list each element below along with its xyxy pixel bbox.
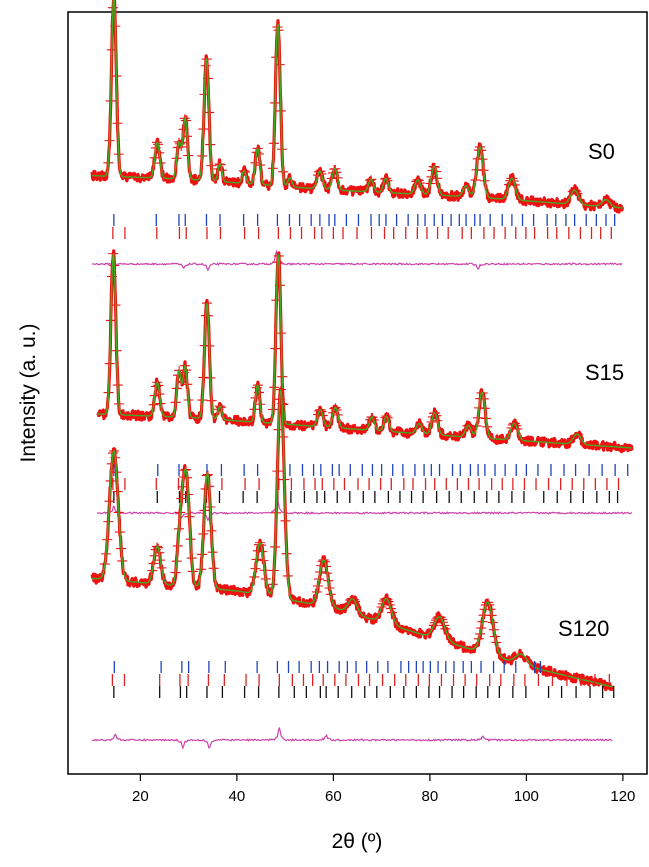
x-tick-label: 120 xyxy=(610,788,635,805)
difference-curve xyxy=(97,498,633,522)
observed-pattern xyxy=(95,249,634,454)
x-tick-label: 60 xyxy=(325,788,342,805)
observed-markers xyxy=(103,249,523,433)
difference-curve xyxy=(91,727,613,750)
x-tick-label: 20 xyxy=(132,788,149,805)
x-tick-label: 40 xyxy=(229,788,246,805)
difference-curve xyxy=(91,249,623,272)
x-axis-ticks: 20 40 60 80 100 120 xyxy=(132,774,635,805)
sample-label: S0 xyxy=(588,139,615,164)
sample-label: S120 xyxy=(558,616,609,641)
sample-panel-s15: S15 xyxy=(95,249,634,522)
sample-label: S15 xyxy=(585,360,624,385)
x-axis-label: 2θ (º) xyxy=(332,830,383,853)
bragg-reflections-phase-1 xyxy=(113,464,629,476)
bragg-reflections-phase-2 xyxy=(111,674,611,686)
observed-pattern xyxy=(90,0,625,214)
bragg-reflections-phase-1 xyxy=(113,661,542,673)
bragg-reflections-phase-3 xyxy=(113,686,615,698)
y-axis-label: Intensity (a. u.) xyxy=(17,324,40,463)
sample-panels: S0 S15 S120 xyxy=(90,0,634,750)
sample-panel-s120: S120 xyxy=(90,385,615,750)
plot-frame xyxy=(67,11,648,775)
x-tick-label: 80 xyxy=(422,788,439,805)
calculated-pattern xyxy=(92,0,623,209)
calculated-pattern xyxy=(97,253,633,449)
bragg-reflections-phase-1 xyxy=(113,214,616,226)
bragg-reflections-phase-2 xyxy=(112,227,612,239)
sample-panel-s0: S0 xyxy=(90,0,625,272)
calculated-pattern xyxy=(91,389,613,688)
observed-pattern xyxy=(90,387,615,692)
x-tick-label: 100 xyxy=(514,788,539,805)
